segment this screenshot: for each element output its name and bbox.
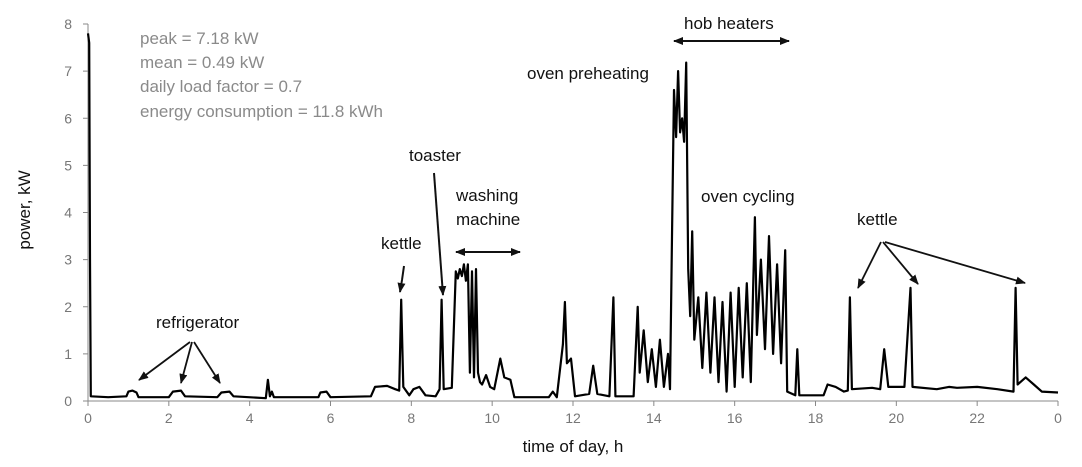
annotation-hob-heaters: hob heaters xyxy=(684,14,774,33)
x-tick-label: 2 xyxy=(165,410,173,426)
annotation-oven-cycling: oven cycling xyxy=(701,187,795,206)
x-tick-label: 10 xyxy=(484,410,500,426)
y-tick-label: 7 xyxy=(64,63,72,79)
y-tick-label: 2 xyxy=(64,299,72,315)
annotation-oven-preheating: oven preheating xyxy=(527,64,649,83)
x-tick-label: 12 xyxy=(565,410,581,426)
toaster-arrow xyxy=(433,172,447,296)
y-tick-label: 3 xyxy=(64,252,72,268)
x-tick-label: 18 xyxy=(808,410,824,426)
annotation-refrigerator: refrigerator xyxy=(156,313,239,332)
annotation-toaster: toaster xyxy=(409,146,461,165)
y-tick-label: 1 xyxy=(64,346,72,362)
y-axis-ticks: 0 1 2 3 4 5 6 7 8 xyxy=(64,16,88,409)
annotation-washing: washing xyxy=(455,186,518,205)
x-tick-label: 0 xyxy=(1054,410,1062,426)
y-tick-label: 4 xyxy=(64,205,72,221)
kettle-evening-arrows xyxy=(857,241,1026,289)
x-tick-label: 4 xyxy=(246,410,254,426)
stat-mean: mean = 0.49 kW xyxy=(140,53,264,72)
x-tick-label: 0 xyxy=(84,410,92,426)
kettle-morning-arrow xyxy=(397,265,406,293)
y-tick-label: 8 xyxy=(64,16,72,32)
power-series-line xyxy=(86,33,1059,400)
x-tick-label: 16 xyxy=(727,410,743,426)
x-tick-label: 6 xyxy=(327,410,335,426)
x-tick-label: 14 xyxy=(646,410,662,426)
x-axis-ticks: 0 2 4 6 8 10 12 14 16 18 20 22 0 xyxy=(84,401,1062,426)
refrigerator-arrows xyxy=(138,341,221,384)
stat-peak: peak = 7.18 kW xyxy=(140,29,259,48)
y-tick-label: 0 xyxy=(64,393,72,409)
y-axis-title: power, kW xyxy=(15,170,34,249)
x-axis-title: time of day, h xyxy=(523,437,624,456)
annotation-kettle-evening: kettle xyxy=(857,210,898,229)
x-tick-label: 8 xyxy=(407,410,415,426)
stat-energy: energy consumption = 11.8 kWh xyxy=(140,102,383,121)
annotation-machine: machine xyxy=(456,210,520,229)
x-tick-label: 22 xyxy=(969,410,985,426)
y-tick-label: 5 xyxy=(64,157,72,173)
x-tick-label: 20 xyxy=(889,410,905,426)
y-tick-label: 6 xyxy=(64,110,72,126)
annotation-kettle-morning: kettle xyxy=(381,234,422,253)
stat-load-factor: daily load factor = 0.7 xyxy=(140,77,302,96)
